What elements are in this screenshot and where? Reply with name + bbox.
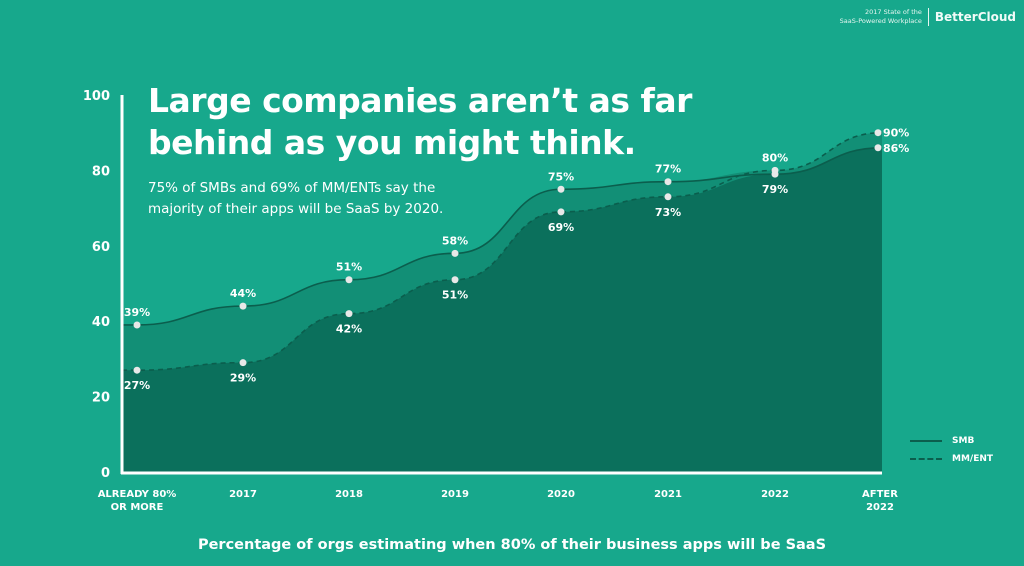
solid-line-swatch <box>910 440 942 442</box>
data-label: 75% <box>548 170 574 183</box>
report-name-line2: SaaS-Powered Workplace <box>839 17 922 25</box>
data-label: 69% <box>548 221 574 234</box>
mm-ent-point <box>874 129 882 137</box>
legend-label: MM/ENT <box>952 454 994 464</box>
data-label: 39% <box>124 306 150 319</box>
smb-point <box>239 302 247 310</box>
mm-ent-point <box>664 193 672 201</box>
subtitle: 75% of SMBs and 69% of MM/ENTs say the m… <box>148 180 444 217</box>
mm-ent-point <box>771 166 779 174</box>
data-label: 86% <box>883 142 909 155</box>
legend-item-mm-ent: MM/ENT <box>910 450 993 468</box>
y-tick-label: 100 <box>83 89 110 104</box>
data-label: 79% <box>762 183 788 196</box>
data-label: 58% <box>442 234 468 247</box>
data-label: 73% <box>655 206 681 219</box>
mm-ent-point <box>133 366 141 374</box>
x-tick-label: 2021 <box>654 489 682 500</box>
data-label: 51% <box>336 261 362 274</box>
data-label: 44% <box>230 287 256 300</box>
data-label: 80% <box>762 151 788 164</box>
smb-line <box>122 146 883 326</box>
data-label: 77% <box>655 163 681 176</box>
headline-line2: behind as you might think. <box>148 123 636 162</box>
mm-ent-point <box>345 310 353 318</box>
headline: Large companies aren’t as far behind as … <box>148 80 692 164</box>
x-tick-label: ALREADY 80% OR MORE <box>98 489 177 513</box>
smb-point <box>664 178 672 186</box>
smb-point <box>345 276 353 284</box>
report-name: 2017 State of the SaaS-Powered Workplace <box>840 8 922 26</box>
mm-ent-point <box>557 208 565 216</box>
x-tick-label: 2020 <box>547 489 575 500</box>
smb-point <box>874 144 882 152</box>
data-label: 90% <box>883 127 909 140</box>
lower-area <box>122 147 882 472</box>
y-tick-label: 0 <box>101 466 110 481</box>
legend-item-smb: SMB <box>910 432 993 450</box>
data-label: 42% <box>336 323 362 336</box>
smb-point <box>451 249 459 257</box>
data-label: 29% <box>230 372 256 385</box>
legend-label: SMB <box>952 436 975 446</box>
x-tick-label: 2018 <box>335 489 363 500</box>
x-tick-label: 2022 <box>761 489 789 500</box>
mm-ent-line <box>122 131 883 372</box>
brand-header: 2017 State of the SaaS-Powered Workplace… <box>840 8 1016 26</box>
headline-line1: Large companies aren’t as far <box>148 81 692 120</box>
x-axis-caption: Percentage of orgs estimating when 80% o… <box>197 537 827 553</box>
data-label: 27% <box>124 379 150 392</box>
dashed-line-swatch <box>910 458 942 460</box>
report-name-line1: 2017 State of the <box>864 8 922 16</box>
mm-ent-point <box>239 359 247 367</box>
y-tick-label: 40 <box>92 315 110 330</box>
smb-point <box>133 321 141 329</box>
mm-ent-point <box>451 276 459 284</box>
x-tick-label: 2017 <box>229 489 257 500</box>
legend: SMB MM/ENT <box>910 432 993 468</box>
smb-point <box>557 185 565 193</box>
y-tick-label: 60 <box>92 240 110 255</box>
data-label: 51% <box>442 289 468 302</box>
y-tick-label: 20 <box>92 391 110 406</box>
divider <box>927 8 929 26</box>
bettercloud-logo: BetterCloud <box>934 10 1016 24</box>
x-tick-label: AFTER 2022 <box>862 489 898 513</box>
y-tick-label: 80 <box>92 164 110 179</box>
x-tick-label: 2019 <box>441 489 469 500</box>
